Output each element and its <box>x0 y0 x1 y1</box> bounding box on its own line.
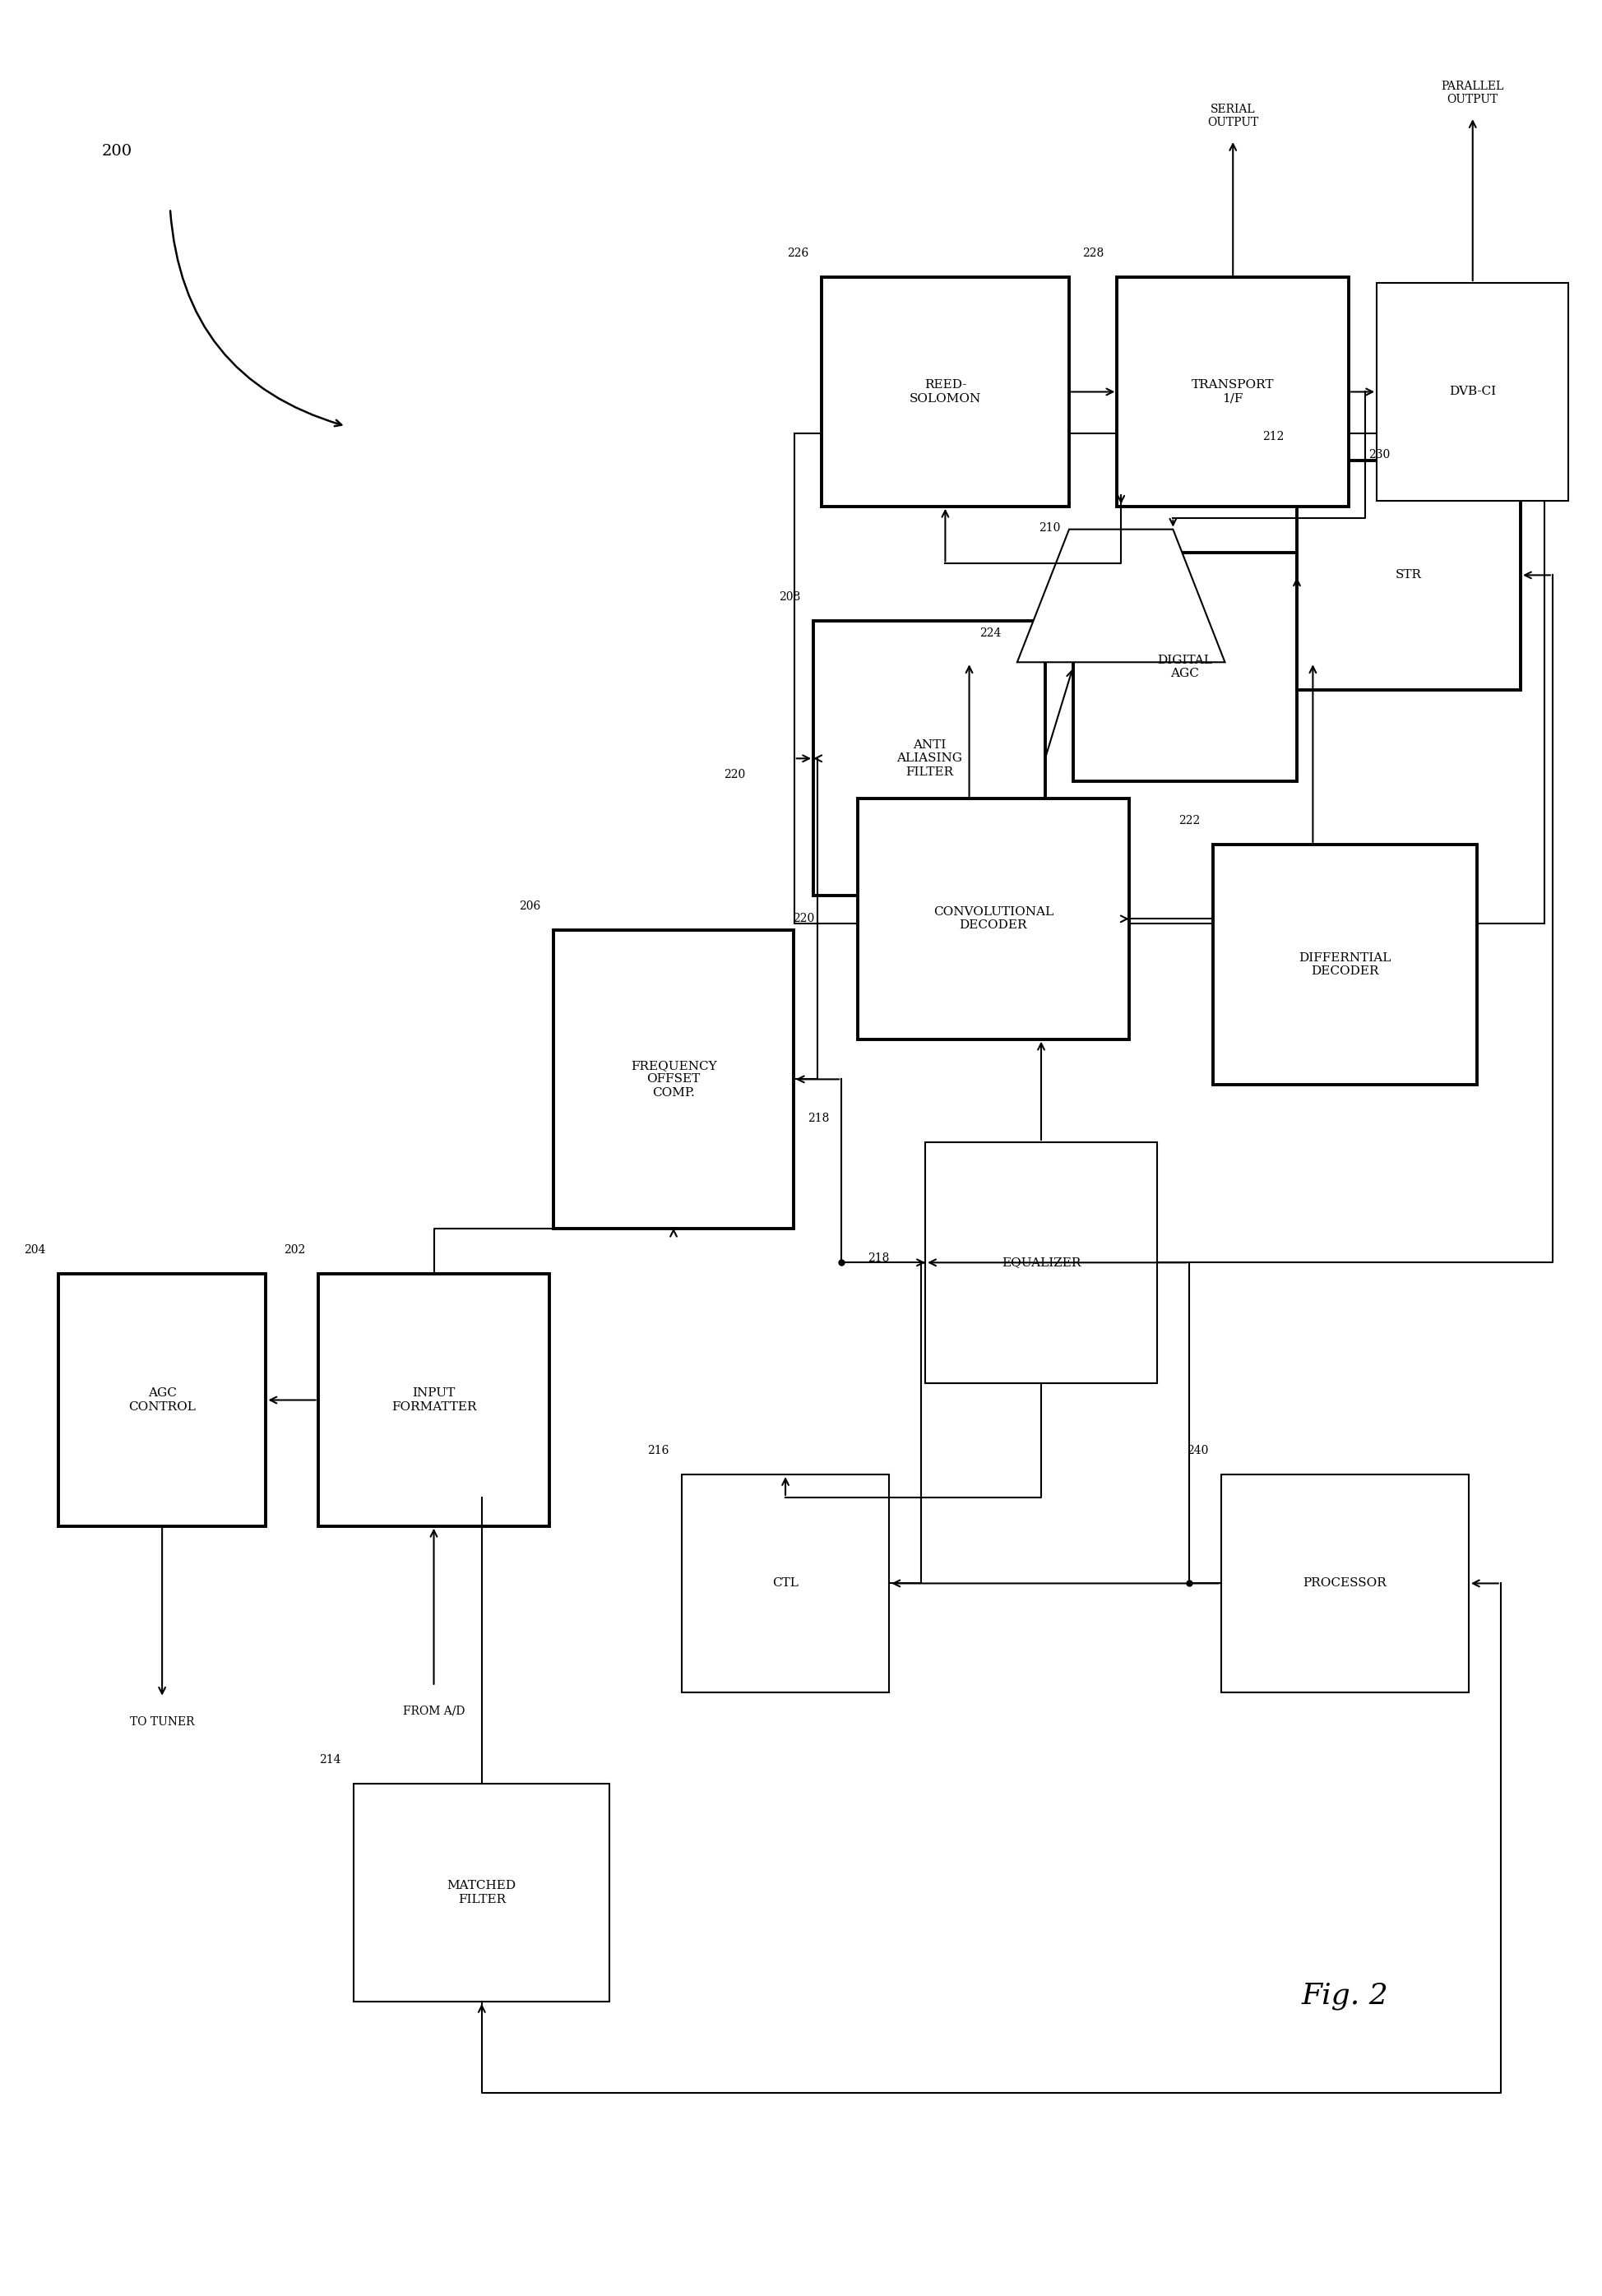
Bar <box>795 434 1544 923</box>
Text: 206: 206 <box>519 900 540 912</box>
Text: PROCESSOR: PROCESSOR <box>1302 1577 1386 1589</box>
Text: CTL: CTL <box>772 1577 798 1589</box>
Text: 218: 218 <box>807 1114 828 1125</box>
Text: 240: 240 <box>1185 1444 1208 1456</box>
Text: 220: 220 <box>724 769 745 781</box>
Text: 230: 230 <box>1368 450 1389 461</box>
Bar <box>924 1143 1157 1382</box>
Bar <box>812 620 1045 895</box>
Text: SERIAL
OUTPUT: SERIAL OUTPUT <box>1206 103 1258 129</box>
Text: TRANSPORT
1/F: TRANSPORT 1/F <box>1190 379 1274 404</box>
Text: INPUT
FORMATTER: INPUT FORMATTER <box>391 1387 476 1412</box>
Bar <box>857 799 1128 1040</box>
Text: 214: 214 <box>319 1754 341 1766</box>
Text: TO TUNER: TO TUNER <box>130 1717 194 1729</box>
Text: 224: 224 <box>979 627 1001 638</box>
Text: MATCHED
FILTER: MATCHED FILTER <box>447 1880 516 1906</box>
Text: 218: 218 <box>867 1251 889 1263</box>
Bar <box>1117 278 1349 507</box>
Text: AGC
CONTROL: AGC CONTROL <box>128 1387 195 1412</box>
Text: 204: 204 <box>24 1244 45 1256</box>
Bar <box>1213 845 1475 1086</box>
Text: STR: STR <box>1395 569 1421 581</box>
Bar <box>354 1784 609 2002</box>
Bar <box>1296 461 1520 689</box>
Text: 222: 222 <box>1177 815 1200 827</box>
Bar <box>820 278 1069 507</box>
Text: 216: 216 <box>647 1444 668 1456</box>
Text: DIFFERNTIAL
DECODER: DIFFERNTIAL DECODER <box>1298 953 1391 978</box>
Polygon shape <box>1017 530 1224 661</box>
Text: PARALLEL
OUTPUT: PARALLEL OUTPUT <box>1440 80 1503 106</box>
Text: 208: 208 <box>779 590 801 602</box>
Text: FREQUENCY
OFFSET
COMP.: FREQUENCY OFFSET COMP. <box>630 1061 716 1097</box>
Text: ANTI
ALIASING
FILTER: ANTI ALIASING FILTER <box>896 739 961 778</box>
Text: FROM A/D: FROM A/D <box>402 1706 465 1717</box>
Text: 202: 202 <box>284 1244 304 1256</box>
Text: DVB-CI: DVB-CI <box>1448 386 1495 397</box>
Bar <box>58 1274 266 1527</box>
Bar <box>681 1474 889 1692</box>
Text: 200: 200 <box>103 145 133 158</box>
Bar <box>1221 1474 1467 1692</box>
Text: DIGITAL
AGC: DIGITAL AGC <box>1157 654 1211 680</box>
Text: EQUALIZER: EQUALIZER <box>1001 1256 1080 1267</box>
Text: 220: 220 <box>793 914 814 925</box>
Bar <box>553 930 793 1228</box>
Text: 210: 210 <box>1038 523 1061 535</box>
Bar <box>317 1274 549 1527</box>
Bar <box>1073 553 1296 781</box>
Text: REED-
SOLOMON: REED- SOLOMON <box>908 379 980 404</box>
Text: 228: 228 <box>1081 248 1104 259</box>
Text: 226: 226 <box>787 248 807 259</box>
Text: CONVOLUTIONAL
DECODER: CONVOLUTIONAL DECODER <box>932 907 1053 932</box>
Text: Fig. 2: Fig. 2 <box>1301 1981 1387 2009</box>
Bar <box>1376 282 1568 501</box>
Text: 212: 212 <box>1262 432 1283 443</box>
